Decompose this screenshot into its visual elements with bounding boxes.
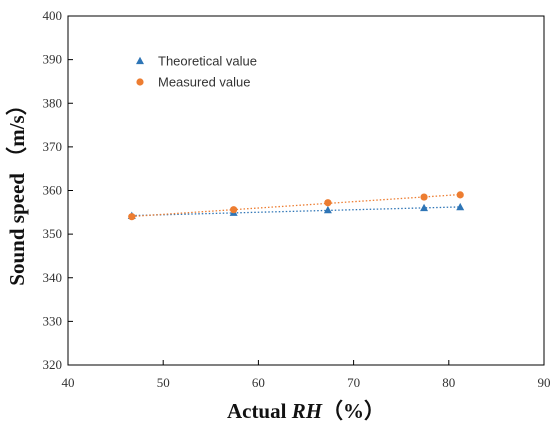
legend-label: Theoretical value	[158, 54, 257, 69]
x-tick-label: 70	[347, 375, 360, 390]
y-tick-label: 330	[43, 313, 63, 328]
legend-label: Measured value	[158, 75, 251, 90]
data-point-series-0	[456, 202, 465, 211]
data-point-series-1	[324, 199, 332, 207]
trendline-series-0	[131, 206, 461, 217]
y-tick-label: 320	[43, 357, 63, 372]
plot-area	[67, 15, 545, 366]
data-point-series-1	[230, 206, 238, 214]
x-tick-label: 40	[62, 375, 75, 390]
x-tick-label: 90	[538, 375, 550, 390]
legend-marker-triangle	[136, 56, 144, 65]
legend-marker-circle	[136, 78, 144, 86]
trendline-series-1	[131, 193, 461, 218]
legend: Theoretical value Measured value	[136, 54, 257, 90]
x-tick-label: 50	[157, 375, 170, 390]
x-tick-label: 80	[442, 375, 455, 390]
trendlines	[131, 193, 461, 218]
y-tick-label: 350	[43, 226, 63, 241]
x-axis-ticks: 40 50 60 70 80 90	[62, 360, 550, 390]
y-axis-title: Sound speed （m/s）	[5, 94, 29, 285]
y-tick-label: 370	[43, 139, 63, 154]
y-tick-label: 340	[43, 270, 63, 285]
data-point-series-0	[420, 203, 429, 212]
y-tick-label: 360	[43, 183, 63, 198]
data-point-series-1	[420, 193, 428, 201]
y-tick-label: 390	[43, 52, 63, 67]
data-point-series-0	[323, 205, 332, 214]
y-axis-ticks: 320 330 340 350 360 370 380 390 400	[43, 8, 73, 372]
data-point-series-1	[128, 213, 136, 221]
x-tick-label: 60	[252, 375, 265, 390]
y-tick-label: 400	[43, 8, 63, 23]
data-points	[127, 191, 465, 221]
y-tick-label: 380	[43, 95, 63, 110]
x-axis-title: Actual RH（%）	[227, 399, 385, 423]
data-point-series-1	[456, 191, 464, 199]
